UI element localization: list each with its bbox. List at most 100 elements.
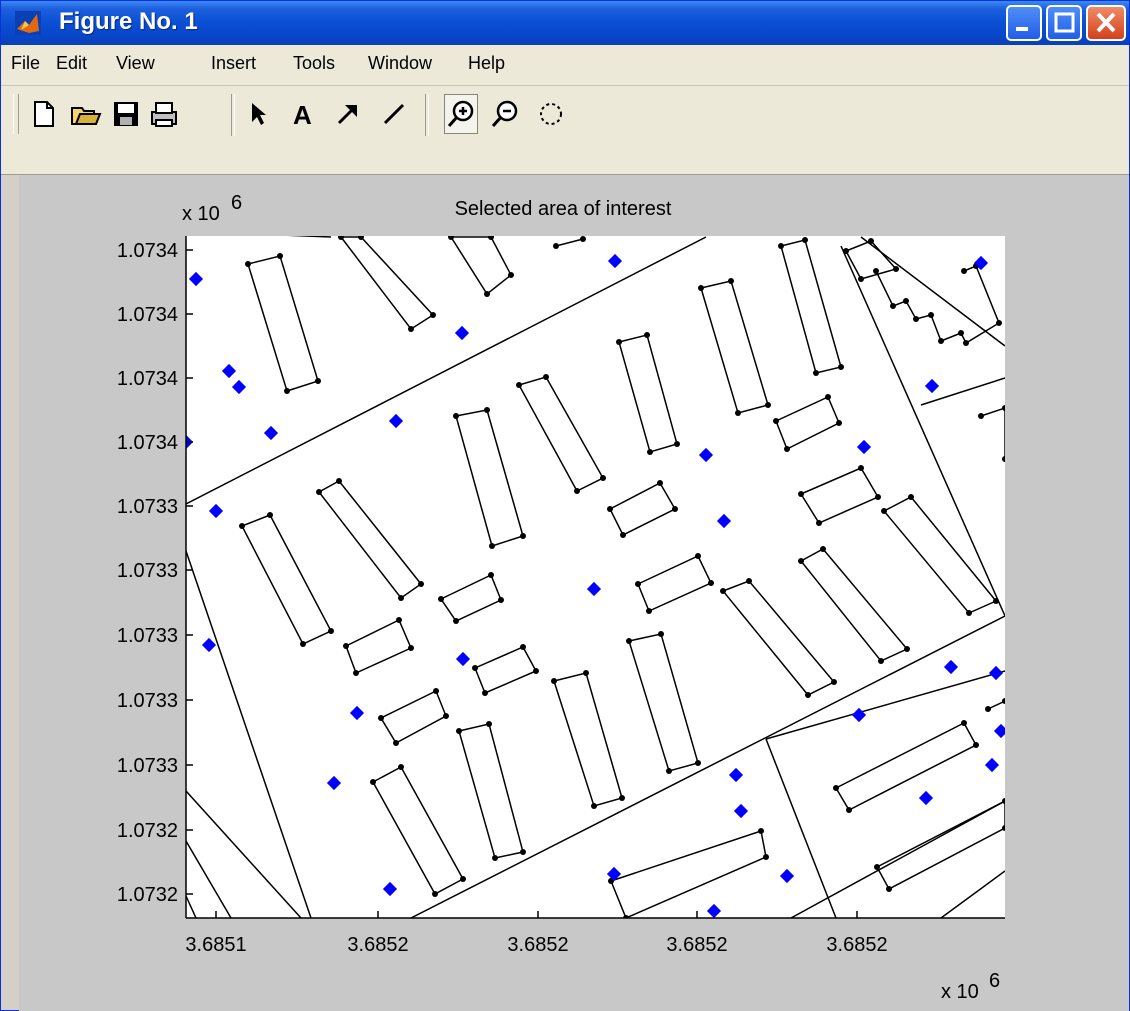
vertex-point bbox=[873, 268, 879, 274]
survey-point bbox=[188, 271, 204, 287]
zoom-out-button[interactable] bbox=[488, 94, 522, 134]
insert-line-button[interactable] bbox=[377, 94, 411, 134]
toolbar-separator bbox=[425, 94, 429, 136]
new-file-icon bbox=[34, 101, 54, 127]
survey-point bbox=[606, 866, 622, 882]
vertex-point bbox=[763, 854, 769, 860]
chart-title: Selected area of interest bbox=[455, 198, 672, 220]
building-outline bbox=[987, 700, 1005, 710]
road-line bbox=[790, 800, 1005, 918]
vertex-point bbox=[846, 807, 852, 813]
menu-bar: File Edit View Insert Tools Window Help bbox=[1, 45, 1129, 86]
vertex-point bbox=[735, 410, 741, 416]
vertex-point bbox=[666, 768, 672, 774]
maximize-button[interactable] bbox=[1046, 5, 1082, 41]
road-line bbox=[186, 840, 232, 918]
menu-view[interactable]: View bbox=[116, 53, 155, 73]
vertex-point bbox=[963, 340, 969, 346]
select-button[interactable] bbox=[241, 94, 275, 134]
vertex-point bbox=[328, 628, 334, 634]
vertex-point bbox=[1002, 798, 1005, 804]
figure-canvas[interactable]: Selected area of interest x 10 6 x 10 6 … bbox=[19, 175, 1129, 1011]
vertex-point bbox=[472, 665, 478, 671]
vertex-point bbox=[647, 449, 653, 455]
menu-tools[interactable]: Tools bbox=[293, 53, 336, 73]
vertex-point bbox=[600, 475, 606, 481]
vertex-point bbox=[985, 706, 991, 712]
vertex-point bbox=[908, 494, 914, 500]
new-file-button[interactable] bbox=[27, 94, 61, 134]
y-tick-label: 1.0734 bbox=[117, 368, 178, 390]
road-line bbox=[186, 895, 197, 918]
vertex-point bbox=[370, 779, 376, 785]
menu-edit[interactable]: Edit bbox=[56, 53, 88, 73]
minimize-icon bbox=[1016, 27, 1028, 31]
menu-window[interactable]: Window bbox=[368, 53, 433, 73]
menu-help[interactable]: Help bbox=[468, 53, 506, 73]
vertex-point bbox=[825, 394, 831, 400]
menu-file[interactable]: File bbox=[11, 53, 41, 73]
vertex-point bbox=[758, 828, 764, 834]
save-button[interactable] bbox=[109, 94, 143, 134]
vertex-point bbox=[765, 402, 771, 408]
vertex-point bbox=[418, 581, 424, 587]
survey-point bbox=[382, 881, 398, 897]
road-line bbox=[765, 670, 1005, 740]
vertex-point bbox=[784, 446, 790, 452]
vertex-point bbox=[343, 643, 349, 649]
zoom-out-icon bbox=[491, 100, 518, 127]
title-bar[interactable]: Figure No. 1 bbox=[1, 1, 1129, 45]
rotate-button[interactable] bbox=[534, 94, 568, 134]
insert-text-button[interactable]: A bbox=[287, 94, 321, 134]
vertex-point bbox=[644, 332, 650, 338]
y-tick-label: 1.0733 bbox=[117, 496, 178, 518]
vertex-point bbox=[574, 488, 580, 494]
vertex-point bbox=[488, 236, 494, 240]
vertex-point bbox=[903, 298, 909, 304]
survey-point bbox=[263, 425, 279, 441]
vertex-point bbox=[489, 543, 495, 549]
vertex-point bbox=[813, 370, 819, 376]
vertex-point bbox=[456, 728, 462, 734]
print-icon bbox=[151, 102, 177, 127]
map-points bbox=[186, 253, 1005, 918]
survey-point bbox=[607, 253, 623, 269]
survey-point bbox=[993, 723, 1005, 739]
vertex-point bbox=[626, 638, 632, 644]
survey-point bbox=[988, 665, 1004, 681]
vertex-point bbox=[336, 478, 342, 484]
print-button[interactable] bbox=[147, 94, 181, 134]
zoom-in-button[interactable] bbox=[444, 94, 478, 134]
insert-arrow-button[interactable] bbox=[331, 94, 365, 134]
survey-point bbox=[851, 707, 867, 723]
menu-insert[interactable]: Insert bbox=[211, 53, 257, 73]
vertex-point bbox=[695, 553, 701, 559]
survey-point bbox=[388, 413, 404, 429]
vertex-point bbox=[996, 320, 1002, 326]
vertex-point bbox=[858, 465, 864, 471]
survey-point bbox=[984, 757, 1000, 773]
toolbar-grip[interactable] bbox=[13, 94, 19, 134]
vertex-point bbox=[378, 715, 384, 721]
rotate-icon bbox=[540, 103, 562, 125]
vertex-point bbox=[993, 598, 999, 604]
vertex-point bbox=[484, 291, 490, 297]
axes bbox=[185, 236, 1005, 919]
x-tick-label: 3.6852 bbox=[507, 934, 568, 956]
minimize-button[interactable] bbox=[1006, 5, 1042, 41]
close-button[interactable] bbox=[1086, 5, 1126, 41]
vertex-point bbox=[488, 572, 494, 578]
open-button[interactable] bbox=[69, 94, 103, 134]
vertex-point bbox=[338, 236, 344, 240]
y-tick-label: 1.0732 bbox=[117, 820, 178, 842]
survey-point bbox=[779, 868, 795, 884]
vertex-point bbox=[433, 688, 439, 694]
vertex-point bbox=[720, 588, 726, 594]
vertex-point bbox=[798, 491, 804, 497]
vertex-point bbox=[396, 617, 402, 623]
y-exponent-label: x 10 bbox=[182, 203, 220, 225]
vertex-point bbox=[353, 670, 359, 676]
x-tick-label: 3.6851 bbox=[185, 934, 246, 956]
vertex-point bbox=[453, 618, 459, 624]
